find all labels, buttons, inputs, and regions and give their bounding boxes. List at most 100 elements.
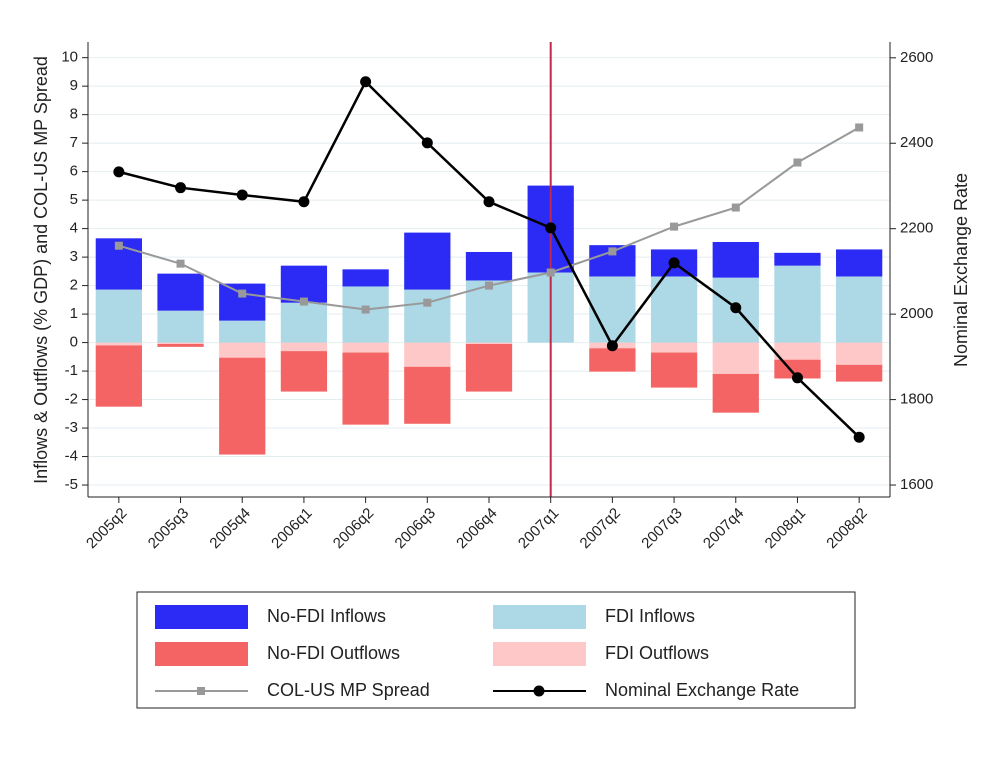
y2-tick-label: 1800 [900,391,933,408]
bar [280,265,328,303]
bar [280,351,328,392]
point [670,222,679,231]
y2-tick-label: 1600 [900,476,933,493]
y2-tick-label: 2400 [900,134,933,151]
bar [342,286,389,343]
y-tick-label: 9 [70,77,78,94]
bar [342,269,389,287]
legend-label: COL-US MP Spread [267,680,430,700]
legend-swatch [493,642,586,666]
legend-label: FDI Inflows [605,606,695,626]
y-tick-label: 2 [70,277,78,294]
bar [157,342,204,345]
point [545,222,557,234]
y-tick-label: 6 [70,163,78,180]
y-tick-label: 0 [70,334,78,351]
bar [836,276,883,343]
point [298,196,310,208]
point [114,241,123,250]
bar [712,242,759,278]
point [176,259,185,268]
y-tick-label: 7 [70,134,78,151]
point [236,189,248,201]
bar [157,344,204,347]
legend-label: No-FDI Outflows [267,643,400,663]
y-tick-label: 1 [70,305,78,322]
bar [836,342,883,365]
bar [404,366,451,424]
legend-swatch [155,605,248,629]
point [175,182,187,194]
point [360,76,372,88]
legend-label: FDI Outflows [605,643,709,663]
point [485,281,493,290]
bar [774,252,821,266]
legend-swatch [493,605,586,629]
point [730,302,742,314]
legend-marker [197,687,205,695]
y-tick-label: -1 [65,362,78,379]
bar [342,352,389,425]
y-tick-label: -3 [65,419,78,436]
bar [465,344,513,392]
point [731,203,740,212]
y-tick-label: 10 [61,49,78,66]
point [361,305,370,314]
legend-label: No-FDI Inflows [267,606,386,626]
bar [404,342,451,367]
point [855,123,864,132]
bar [219,283,266,321]
point [853,431,865,443]
bar [157,310,204,343]
y2-tick-label: 2000 [900,305,933,322]
point [113,166,125,178]
y-tick-label: -4 [65,448,78,465]
bar [712,373,759,413]
y2-tick-label: 2600 [900,49,933,66]
y-tick-label: 3 [70,248,78,265]
point [793,158,802,167]
bar [712,342,759,374]
bar [650,276,698,343]
y-tick-label: -2 [65,391,78,408]
bar [650,352,698,388]
point [238,289,247,298]
point [421,137,433,149]
point [299,297,308,306]
point [668,257,680,269]
bar [219,320,266,343]
bar [219,342,266,358]
y-tick-label: 5 [70,191,78,208]
point [423,298,432,307]
bar [465,342,513,345]
y2-tick-label: 2200 [900,220,933,237]
y2-axis-title: Nominal Exchange Rate [951,173,971,367]
bar [404,232,451,290]
bar [342,342,389,353]
point [606,340,618,352]
bar [589,276,636,343]
bar [650,342,698,353]
bar [280,342,328,352]
legend-label: Nominal Exchange Rate [605,680,799,700]
y-axis-title: Inflows & Outflows (% GDP) and COL-US MP… [31,56,51,484]
legend-marker [533,685,545,697]
bar [465,251,513,281]
point [546,268,555,277]
bar [219,357,266,455]
bar [774,342,821,360]
point [483,196,495,208]
y-tick-label: 4 [70,220,78,237]
point [608,247,617,256]
bar [836,249,883,277]
bar [774,265,821,343]
point [791,372,803,384]
y-tick-label: -5 [65,476,78,493]
bar [280,302,328,343]
bar [95,342,142,346]
bar [95,289,142,343]
bar [95,345,142,407]
bar [589,348,636,372]
bar [836,364,883,382]
